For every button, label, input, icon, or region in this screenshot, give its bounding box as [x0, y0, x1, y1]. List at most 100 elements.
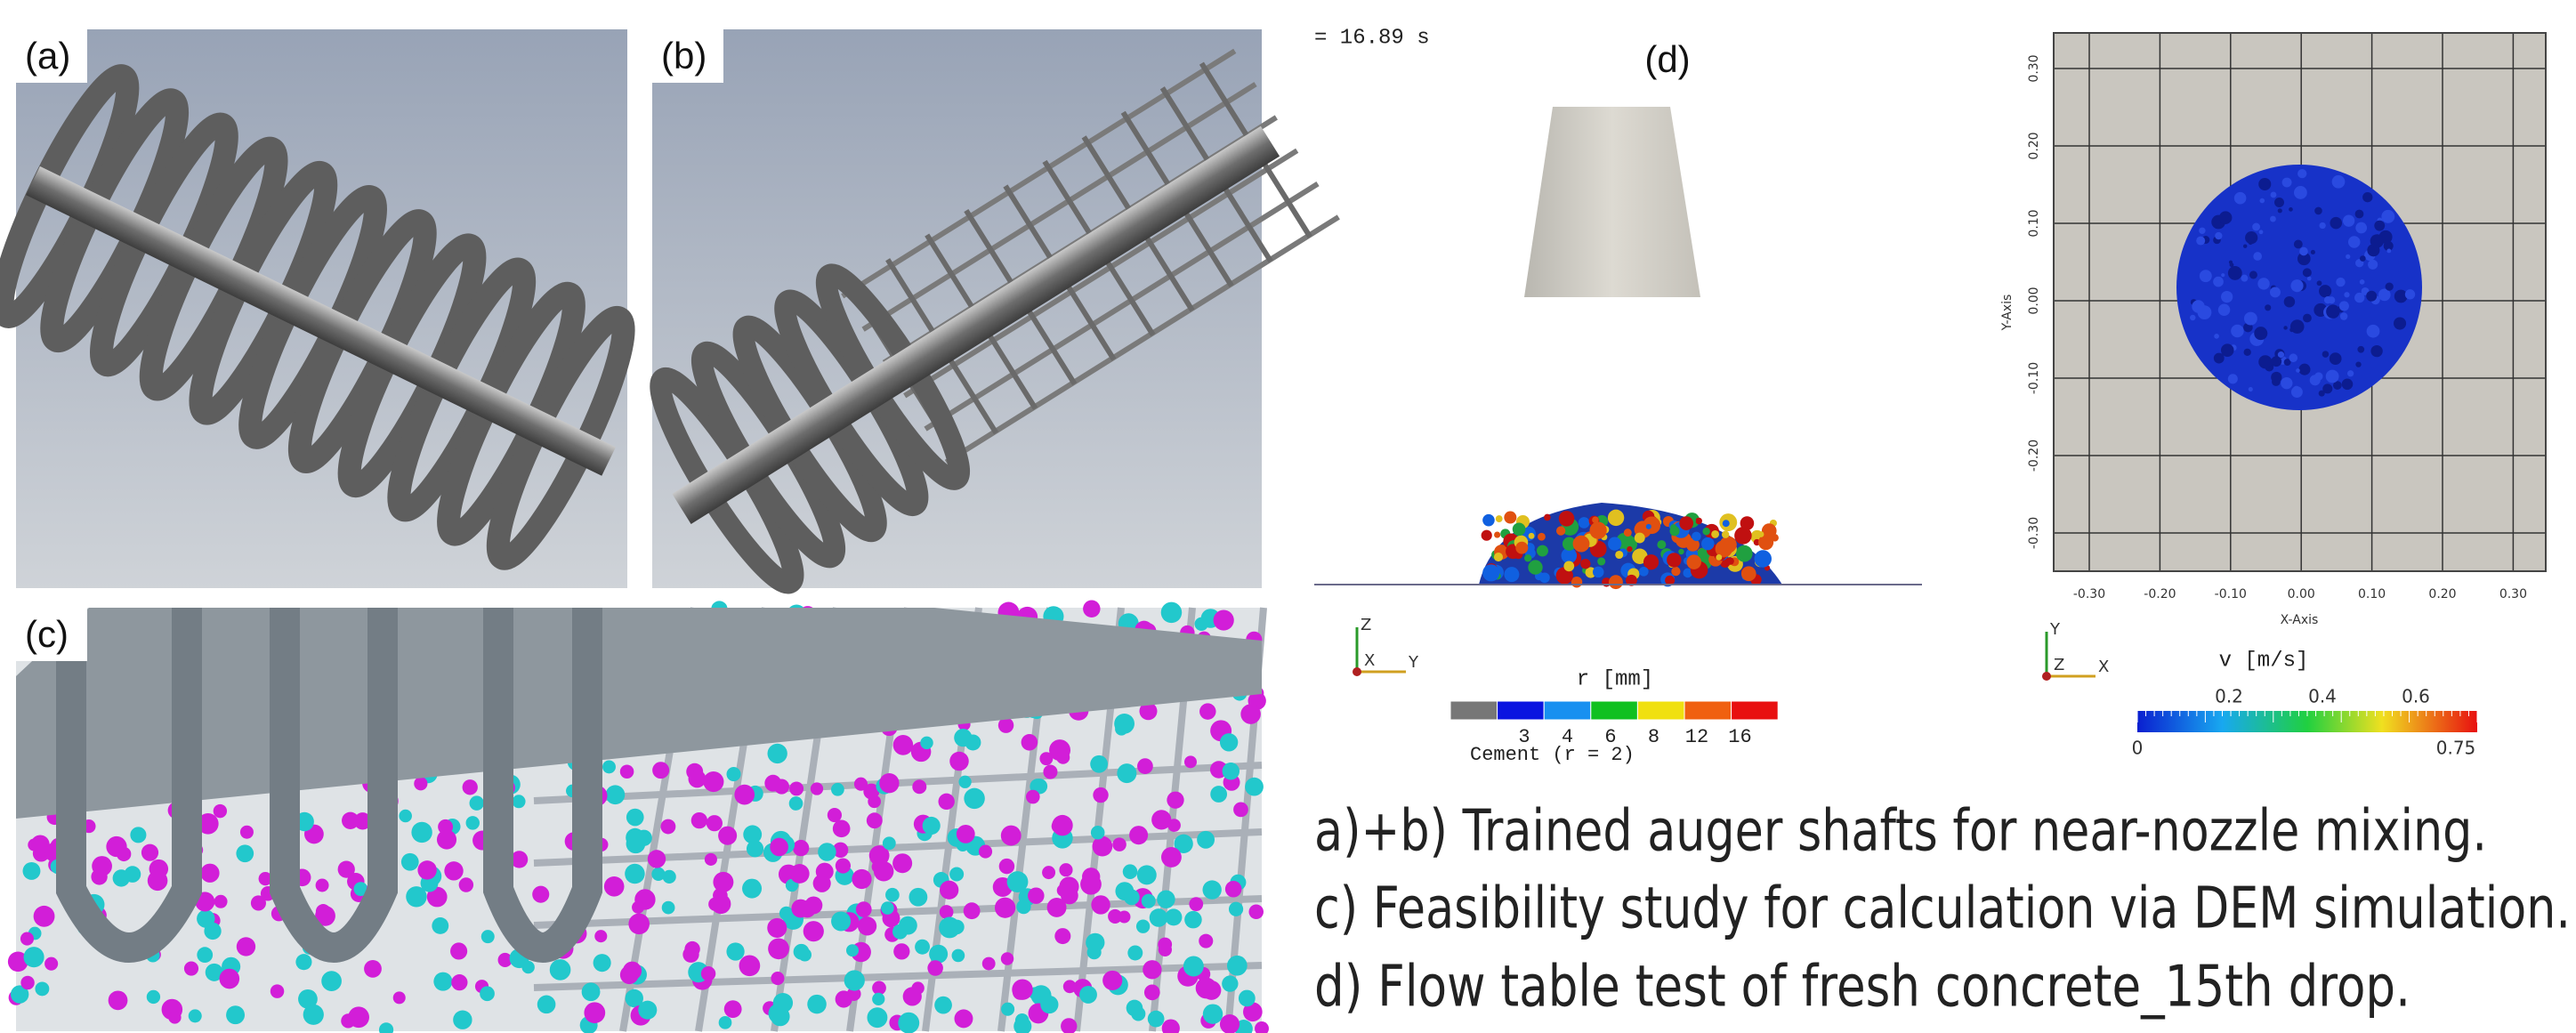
particle: [803, 921, 824, 941]
grain: [1496, 515, 1503, 522]
disc-grain: [2299, 247, 2308, 256]
particle: [1225, 881, 1242, 898]
particle: [1136, 919, 1150, 932]
y-axis-label: Y-Axis: [2000, 295, 2015, 332]
disc-grain: [2319, 391, 2325, 397]
disc-grain: [2249, 270, 2257, 278]
grain: [1679, 516, 1693, 530]
particle: [626, 809, 644, 827]
grain: [1754, 550, 1771, 567]
particle: [939, 917, 960, 939]
disc-grain: [2348, 236, 2361, 248]
particle: [893, 735, 914, 755]
particle: [1123, 864, 1138, 879]
particle: [1222, 975, 1238, 991]
disc-grain: [2282, 178, 2292, 188]
particle: [705, 853, 717, 866]
disc-grain: [2293, 386, 2299, 392]
particle: [295, 954, 311, 970]
particle: [316, 879, 329, 892]
disc-grain: [2218, 304, 2230, 316]
axis-letter: Z: [1361, 616, 1371, 634]
particle: [867, 812, 883, 828]
disc-grain: [2357, 346, 2364, 353]
particle: [767, 744, 787, 763]
particle: [1137, 758, 1153, 774]
particle: [537, 996, 556, 1014]
disc-grain: [2347, 370, 2354, 376]
y-tick-label: 0.00: [2027, 286, 2041, 314]
particle: [767, 918, 787, 938]
particle: [236, 844, 254, 862]
particle: [903, 987, 922, 1005]
caption: a)+b) Trained auger shafts for near-nozz…: [1314, 799, 2487, 865]
colorbar-bin: [1732, 701, 1779, 720]
particle: [724, 1000, 742, 1018]
particle: [1220, 733, 1238, 751]
disc-grain: [2244, 312, 2257, 326]
particle: [892, 924, 908, 940]
legend-tick: 8: [1648, 726, 1659, 748]
particle: [663, 870, 676, 884]
grain: [1608, 510, 1624, 526]
disc-grain: [2368, 260, 2378, 270]
particle: [594, 954, 611, 972]
particle: [463, 779, 478, 795]
particle: [927, 960, 943, 976]
particle: [828, 808, 842, 822]
particle: [852, 869, 871, 889]
colorbar-bin: [1450, 701, 1498, 720]
particle: [964, 902, 981, 919]
time-stamp: = 16.89 s: [1314, 26, 1430, 50]
particle: [1165, 908, 1182, 925]
particle: [1007, 871, 1029, 892]
disc-grain: [2234, 192, 2247, 205]
particle: [197, 909, 214, 927]
grain: [1639, 567, 1649, 577]
particle: [584, 1002, 605, 1023]
particle: [437, 830, 456, 850]
disc-grain: [2344, 292, 2349, 297]
grain: [1669, 526, 1679, 536]
grain: [1741, 566, 1756, 581]
particle: [881, 901, 894, 915]
particle: [141, 844, 158, 861]
particle: [1143, 960, 1161, 979]
particle: [602, 760, 616, 773]
particle: [24, 947, 44, 967]
particle: [411, 822, 432, 843]
panel-label: (a): [25, 35, 70, 77]
particle: [92, 856, 112, 876]
particle: [1150, 908, 1168, 927]
grain: [1646, 524, 1651, 529]
particle: [940, 881, 958, 900]
particle: [707, 815, 723, 831]
disc-grain: [2326, 304, 2339, 318]
disc-grain: [2370, 345, 2382, 357]
disc-grain: [2332, 175, 2346, 189]
particle: [771, 972, 784, 985]
grain: [1579, 517, 1590, 529]
particle: [718, 827, 737, 845]
disc-grain: [2362, 192, 2372, 202]
particle: [958, 776, 971, 788]
disc-grain: [2270, 216, 2276, 222]
particle: [414, 777, 427, 790]
particle: [1239, 990, 1256, 1007]
panel-label: (b): [661, 35, 707, 77]
disc-grain: [2231, 325, 2244, 338]
grain: [1597, 557, 1605, 565]
grain: [1537, 545, 1548, 557]
grain: [1667, 553, 1681, 567]
particle: [789, 781, 803, 795]
particle: [708, 897, 722, 910]
disc-grain: [2190, 315, 2195, 320]
disc-grain: [2294, 240, 2303, 249]
particle: [813, 875, 831, 892]
disc-grain: [2199, 228, 2205, 234]
particle: [364, 960, 382, 978]
particle: [632, 901, 644, 914]
particle: [727, 767, 741, 781]
particle: [1016, 900, 1030, 914]
particle: [954, 729, 972, 747]
